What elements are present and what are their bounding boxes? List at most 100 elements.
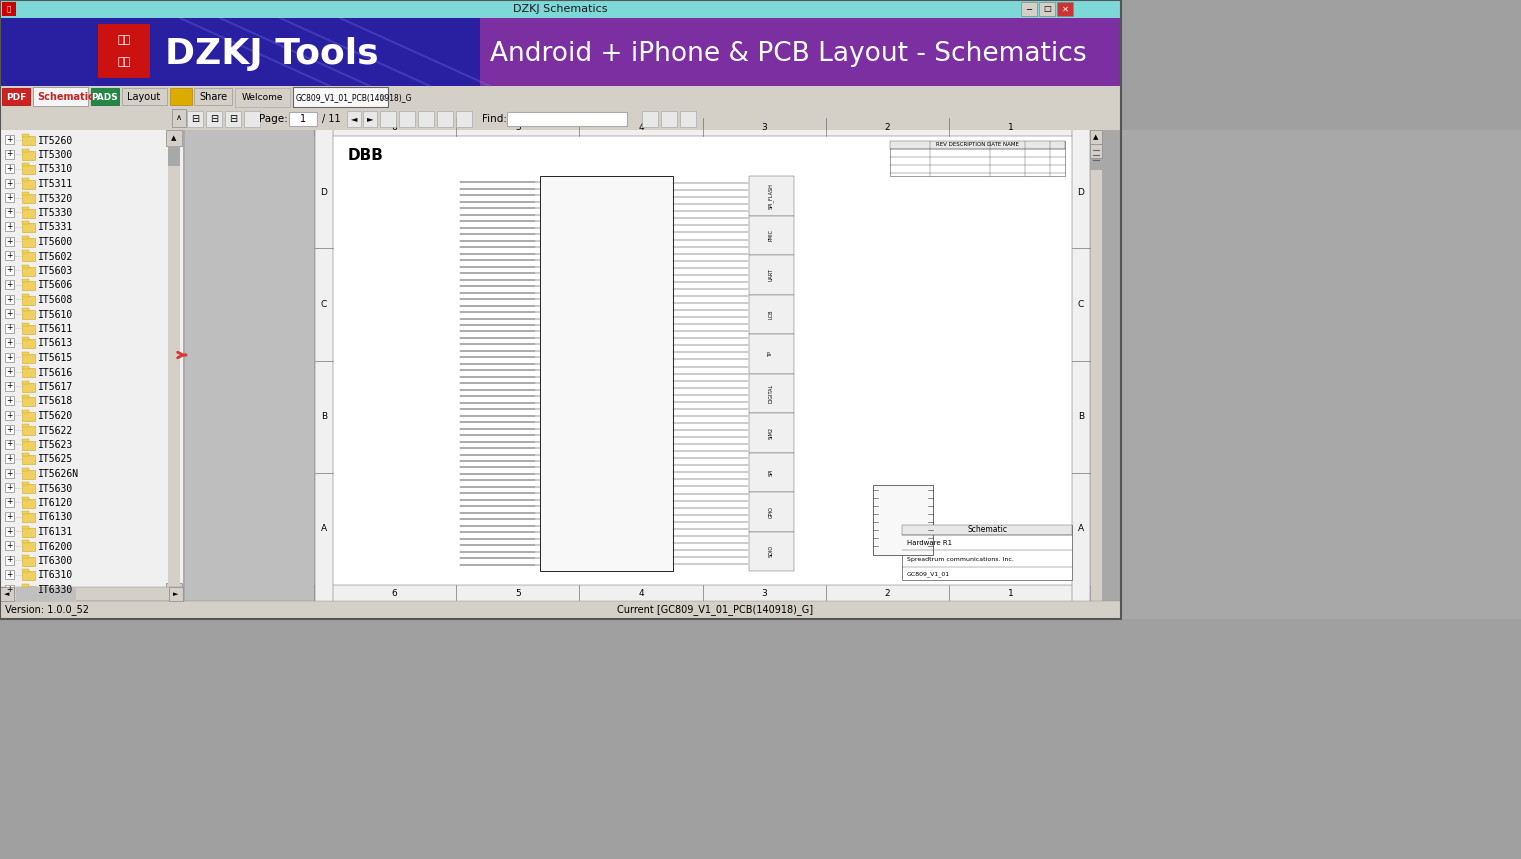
Bar xyxy=(5,584,14,594)
Bar xyxy=(91,88,119,105)
Text: IT6120: IT6120 xyxy=(38,498,73,508)
Text: +: + xyxy=(6,222,12,231)
Text: IT6300: IT6300 xyxy=(38,556,73,566)
Text: +: + xyxy=(6,135,12,144)
Bar xyxy=(902,525,1072,535)
Text: 1: 1 xyxy=(1007,589,1013,599)
Bar xyxy=(33,87,88,106)
Bar xyxy=(21,482,29,485)
Text: +: + xyxy=(6,570,12,579)
Text: +: + xyxy=(6,396,12,405)
Text: ▼: ▼ xyxy=(172,588,176,594)
Text: REV DESCRIPTION DATE NAME: REV DESCRIPTION DATE NAME xyxy=(935,143,1019,148)
Text: IT5610: IT5610 xyxy=(38,309,73,320)
Bar xyxy=(506,112,627,126)
Text: DBB: DBB xyxy=(348,149,383,163)
Bar xyxy=(21,411,35,421)
Bar xyxy=(5,265,14,275)
Bar xyxy=(902,525,1072,580)
Text: +: + xyxy=(6,512,12,521)
Text: IT5606: IT5606 xyxy=(38,281,73,290)
Bar xyxy=(21,470,35,478)
Bar xyxy=(205,111,222,127)
Bar xyxy=(5,367,14,376)
Text: IT5618: IT5618 xyxy=(38,397,73,406)
Text: ⊟: ⊟ xyxy=(210,114,218,124)
Text: Find:: Find: xyxy=(482,114,506,124)
Bar xyxy=(748,413,794,453)
Bar xyxy=(21,149,29,151)
Text: IT6330: IT6330 xyxy=(38,585,73,595)
Bar xyxy=(5,236,14,246)
Bar xyxy=(5,440,14,448)
Bar xyxy=(364,111,377,127)
Text: 2: 2 xyxy=(884,589,890,599)
Text: IT5625: IT5625 xyxy=(38,454,73,465)
Text: SDIO: SDIO xyxy=(768,545,774,557)
Bar xyxy=(21,381,29,383)
Text: SIM2: SIM2 xyxy=(768,427,774,439)
Bar xyxy=(21,206,29,210)
Bar xyxy=(294,87,388,107)
Bar xyxy=(21,339,35,348)
Bar xyxy=(21,180,35,188)
Text: ◄: ◄ xyxy=(5,591,9,597)
Text: Welcome: Welcome xyxy=(242,94,283,102)
Text: +: + xyxy=(6,164,12,173)
Text: +: + xyxy=(6,541,12,550)
Text: C: C xyxy=(1078,300,1084,309)
Bar xyxy=(1072,118,1091,603)
Bar xyxy=(0,601,1121,619)
Text: ►: ► xyxy=(173,591,178,597)
Text: IT5623: IT5623 xyxy=(38,440,73,450)
Bar xyxy=(21,583,29,587)
Bar xyxy=(21,150,35,160)
Bar xyxy=(315,118,1091,603)
Text: ∧: ∧ xyxy=(176,113,183,123)
Bar xyxy=(748,255,794,295)
Bar xyxy=(21,555,29,557)
Bar xyxy=(748,176,794,216)
Bar xyxy=(437,111,453,127)
Bar xyxy=(21,209,35,217)
Bar xyxy=(1057,2,1072,16)
Bar xyxy=(21,455,35,464)
Bar xyxy=(21,366,29,369)
Bar xyxy=(21,308,29,311)
Bar xyxy=(1091,144,1103,158)
Bar xyxy=(21,397,35,406)
Bar xyxy=(21,395,29,398)
Text: TP: TP xyxy=(768,350,774,356)
Text: +: + xyxy=(6,381,12,391)
Text: +: + xyxy=(6,295,12,303)
Bar xyxy=(21,235,29,239)
Text: IT5608: IT5608 xyxy=(38,295,73,305)
Bar xyxy=(122,88,167,105)
Bar xyxy=(873,485,932,555)
Text: IT5600: IT5600 xyxy=(38,237,73,247)
Bar xyxy=(5,396,14,405)
Bar xyxy=(1091,130,1103,601)
Bar xyxy=(0,130,183,601)
Bar xyxy=(21,178,29,180)
Bar xyxy=(481,18,1121,86)
Text: B: B xyxy=(1078,412,1084,421)
Bar xyxy=(748,453,794,492)
Text: IT5616: IT5616 xyxy=(38,368,73,377)
Text: +: + xyxy=(6,367,12,376)
Bar xyxy=(21,586,35,594)
Bar xyxy=(0,108,1121,130)
Text: ◄: ◄ xyxy=(351,114,357,124)
Bar xyxy=(2,88,30,105)
Text: IT5630: IT5630 xyxy=(38,484,73,494)
Bar xyxy=(662,111,677,127)
Bar xyxy=(21,527,35,537)
Text: B: B xyxy=(321,412,327,421)
Bar xyxy=(21,252,35,261)
Text: IT5602: IT5602 xyxy=(38,252,73,261)
Text: DIGITAL: DIGITAL xyxy=(768,384,774,403)
Bar xyxy=(21,441,35,449)
Text: IT5330: IT5330 xyxy=(38,208,73,218)
Text: LCB: LCB xyxy=(768,309,774,319)
Bar xyxy=(21,265,29,267)
